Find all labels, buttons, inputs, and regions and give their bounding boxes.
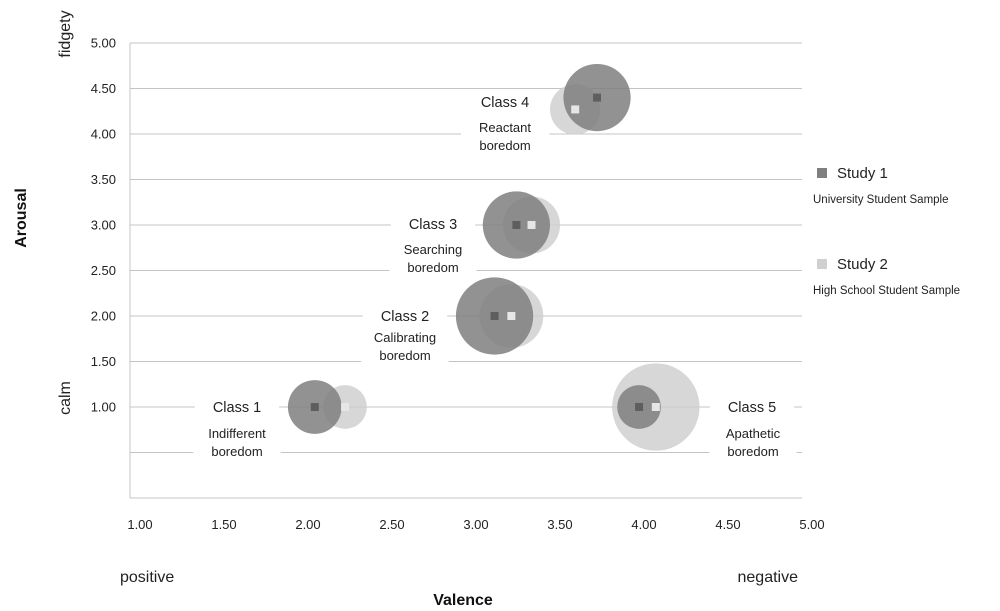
label-gap — [194, 398, 280, 418]
class-4-label: Class 4 — [481, 95, 529, 111]
label-gap — [362, 307, 448, 327]
marker-study-2-class-3 — [527, 221, 536, 229]
legend-desc-study-2: High School Student Sample — [813, 285, 960, 297]
class-3-label: Class 3 — [409, 217, 457, 233]
class-labels: Class 1 Indifferent boredom Class 2 Cali… — [208, 95, 780, 459]
y-tick-label: 3.50 — [91, 172, 116, 187]
x-tick-label: 4.00 — [631, 517, 656, 532]
label-gap — [462, 93, 548, 113]
class-3-desc-2: boredom — [407, 260, 458, 275]
tick-labels: 1.00 1.50 2.00 2.50 3.00 3.50 4.00 4.50 5.00 1.00… — [91, 36, 825, 533]
label-gap — [709, 442, 797, 461]
class-3-desc-1: Searching — [404, 242, 463, 257]
y-tick-label: 4.00 — [91, 127, 116, 142]
marker-study-1-class-5 — [635, 403, 644, 411]
y-low-label: calm — [57, 381, 74, 415]
y-tick-label: 5.00 — [91, 36, 116, 51]
legend-desc-study-1: University Student Sample — [813, 194, 949, 206]
x-tick-label: 3.50 — [547, 517, 572, 532]
class-1-desc-1: Indifferent — [208, 426, 266, 441]
label-gap — [707, 424, 799, 443]
marker-study-1-class-4 — [593, 93, 602, 102]
y-tick-label: 3.00 — [91, 218, 116, 233]
marker-study-1-class-3 — [512, 221, 521, 229]
marker-study-2-class-1 — [341, 403, 350, 411]
marker-study-2-class-2 — [507, 312, 516, 320]
y-axis-title: Arousal — [13, 188, 30, 248]
x-high-label: negative — [738, 569, 799, 586]
label-gap — [461, 136, 549, 155]
legend-label-study-2: Study 2 — [837, 256, 888, 273]
y-tick-label: 1.50 — [91, 354, 116, 369]
marker-study-1-class-1 — [310, 403, 319, 411]
marker-study-2-class-5 — [651, 403, 660, 411]
legend: Study 1 University Student Sample Study … — [813, 165, 960, 297]
label-gap — [190, 424, 285, 443]
x-tick-label: 1.00 — [127, 517, 152, 532]
class-5-label: Class 5 — [728, 400, 776, 416]
label-gaps — [190, 93, 799, 461]
legend-label-study-1: Study 1 — [837, 165, 888, 182]
class-2-label: Class 2 — [381, 309, 429, 325]
label-gap — [385, 240, 481, 259]
class-2-desc-1: Calibrating — [374, 330, 436, 345]
x-axis-title: Valence — [433, 592, 493, 609]
x-tick-label: 5.00 — [799, 517, 824, 532]
class-4-desc-1: Reactant — [479, 120, 531, 135]
x-tick-label: 4.50 — [715, 517, 740, 532]
class-1-desc-2: boredom — [211, 444, 262, 459]
label-gap — [361, 346, 449, 365]
y-tick-label: 2.00 — [91, 309, 116, 324]
marker-study-1-class-2 — [490, 312, 499, 320]
y-tick-label: 4.50 — [91, 81, 116, 96]
marker-study-2-class-4 — [571, 105, 580, 114]
class-4-desc-2: boredom — [479, 138, 530, 153]
x-tick-label: 3.00 — [463, 517, 488, 532]
x-tick-label: 2.00 — [295, 517, 320, 532]
label-gap — [390, 215, 476, 235]
class-5-desc-1: Apathetic — [726, 426, 781, 441]
label-gap — [709, 398, 795, 418]
legend-swatch-study-2 — [817, 259, 827, 269]
label-gap — [355, 328, 455, 347]
class-1-label: Class 1 — [213, 400, 261, 416]
class-5-desc-2: boredom — [727, 444, 778, 459]
x-tick-label: 1.50 — [211, 517, 236, 532]
x-tick-label: 2.50 — [379, 517, 404, 532]
y-tick-label: 2.50 — [91, 263, 116, 278]
y-high-label: fidgety — [57, 10, 74, 57]
legend-swatch-study-1 — [817, 168, 827, 178]
class-2-desc-2: boredom — [379, 348, 430, 363]
label-gap — [193, 442, 281, 461]
label-gap — [389, 258, 477, 277]
bubbles — [287, 64, 700, 451]
y-tick-label: 1.00 — [91, 400, 116, 415]
label-gap — [460, 118, 550, 137]
x-low-label: positive — [120, 569, 174, 586]
